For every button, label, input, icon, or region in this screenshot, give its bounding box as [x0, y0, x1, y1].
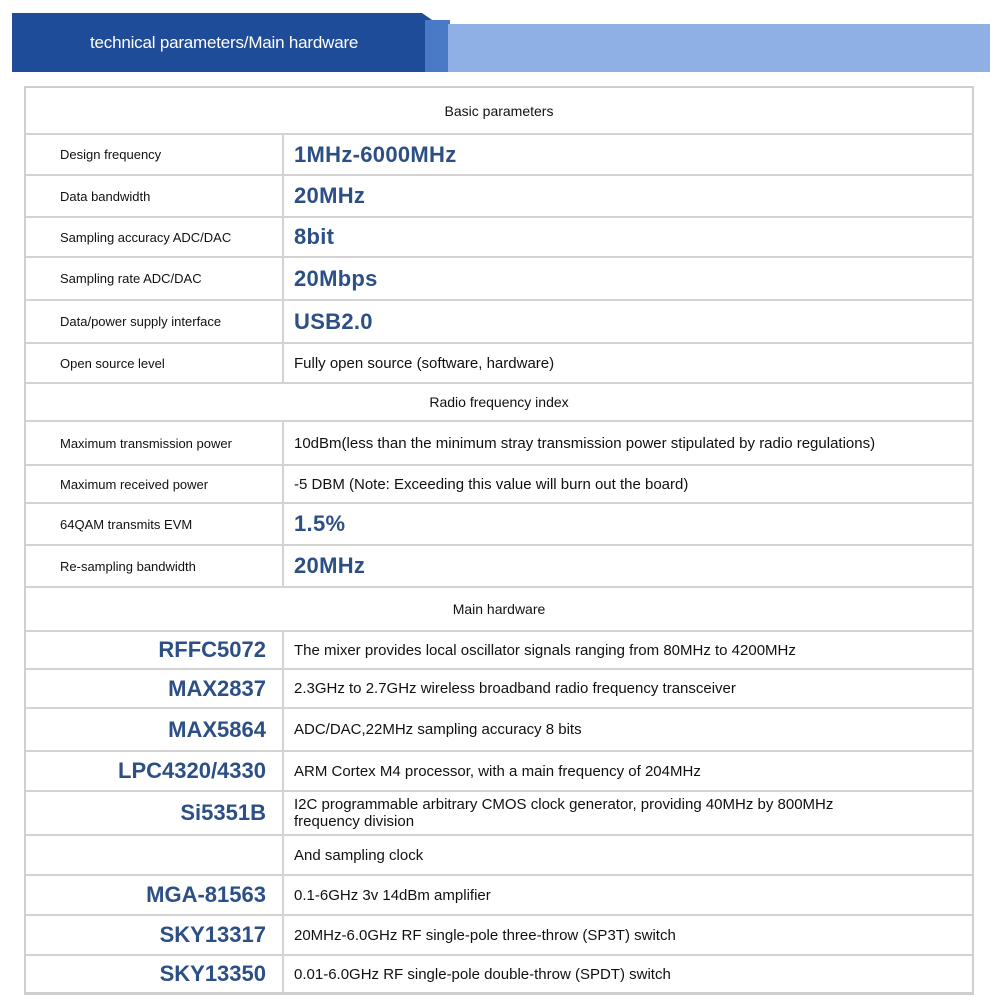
component-description: 20MHz-6.0GHz RF single-pole three-throw … — [294, 926, 676, 944]
section-header: Radio frequency index — [26, 382, 972, 420]
component-description: 0.1-6GHz 3v 14dBm amplifier — [294, 886, 491, 904]
parameter-label: Maximum received power — [26, 466, 284, 502]
hardware-row: MGA-81563 0.1-6GHz 3v 14dBm amplifier — [26, 874, 972, 914]
parameter-label: Data bandwidth — [26, 176, 284, 216]
parameter-row: Data bandwidth 20MHz — [26, 174, 972, 216]
parameter-value: 10dBm(less than the minimum stray transm… — [294, 434, 876, 452]
parameter-label: Sampling accuracy ADC/DAC — [26, 218, 284, 256]
hardware-row: SKY13317 20MHz-6.0GHz RF single-pole thre… — [26, 914, 972, 954]
component-name: SKY13317 — [26, 916, 284, 954]
parameter-row: Sampling accuracy ADC/DAC 8bit — [26, 216, 972, 256]
section-header: Basic parameters — [444, 102, 554, 119]
hardware-row: MAX5864 ADC/DAC,22MHz sampling accuracy 8… — [26, 707, 972, 750]
parameter-label: Maximum transmission power — [26, 422, 284, 464]
header-light-band — [448, 24, 990, 72]
parameter-row: Design frequency 1MHz-6000MHz — [26, 133, 972, 174]
parameter-value: -5 DBM (Note: Exceeding this value will … — [294, 475, 689, 493]
component-name: Si5351B — [26, 792, 284, 834]
component-description: ADC/DAC,22MHz sampling accuracy 8 bits — [294, 721, 582, 738]
parameter-row: Re-sampling bandwidth 20MHz — [26, 544, 972, 586]
spec-table: Basic parameters Design frequency 1MHz-600… — [24, 86, 974, 995]
parameter-value: USB2.0 — [294, 308, 373, 334]
parameter-value: 20MHz — [294, 553, 366, 578]
parameter-label: Design frequency — [26, 135, 284, 174]
parameter-label: Re-sampling bandwidth — [26, 546, 284, 586]
parameter-value: 1MHz-6000MHz — [294, 141, 457, 167]
component-name: RFFC5072 — [26, 632, 284, 668]
page-title: technical parameters/Main hardware — [90, 33, 359, 52]
parameter-row: Data/power supply interface USB2.0 — [26, 299, 972, 342]
parameter-label: 64QAM transmits EVM — [26, 504, 284, 544]
parameter-row: 64QAM transmits EVM 1.5% — [26, 502, 972, 544]
component-description: 0.01-6.0GHz RF single-pole double-throw … — [294, 965, 671, 983]
component-name: SKY13350 — [26, 956, 284, 992]
section-header: Main hardware — [26, 586, 972, 630]
parameter-value: 1.5% — [294, 511, 346, 536]
parameter-value: 20Mbps — [294, 265, 378, 291]
hardware-row: MAX2837 2.3GHz to 2.7GHz wireless broadba… — [26, 668, 972, 707]
parameter-value: Fully open source (software, hardware) — [294, 354, 555, 372]
component-description: I2C programmable arbitrary CMOS clock ge… — [294, 796, 834, 830]
component-description: 2.3GHz to 2.7GHz wireless broadband radi… — [294, 680, 736, 697]
component-name: MAX5864 — [26, 709, 284, 750]
component-description: And sampling clock — [294, 846, 424, 864]
parameter-label: Sampling rate ADC/DAC — [26, 258, 284, 299]
component-description: The mixer provides local oscillator sign… — [294, 641, 796, 659]
hardware-row: RFFC5072 The mixer provides local oscilla… — [26, 630, 972, 668]
hardware-row: SKY13350 0.01-6.0GHz RF single-pole doubl… — [26, 954, 972, 992]
hardware-row: LPC4320/4330 ARM Cortex M4 processor, wit… — [26, 750, 972, 790]
component-name: MAX2837 — [26, 670, 284, 707]
parameter-row: Sampling rate ADC/DAC 20Mbps — [26, 256, 972, 299]
component-name — [26, 836, 284, 874]
hardware-row: And sampling clock — [26, 834, 972, 874]
parameter-value: 20MHz — [294, 183, 366, 208]
header-fold — [425, 20, 450, 72]
parameter-label: Data/power supply interface — [26, 301, 284, 342]
header-dark-band — [12, 13, 432, 72]
parameter-row: Maximum received power -5 DBM (Note: Exce… — [26, 464, 972, 502]
component-name: MGA-81563 — [26, 876, 284, 914]
parameter-row: Open source level Fully open source (soft… — [26, 342, 972, 382]
hardware-row: Si5351B I2C programmable arbitrary CMOS c… — [26, 790, 972, 834]
parameter-value: 8bit — [294, 224, 335, 249]
parameter-label: Open source level — [26, 344, 284, 382]
parameter-row: Maximum transmission power 10dBm(less tha… — [26, 420, 972, 464]
component-name: LPC4320/4330 — [26, 752, 284, 790]
component-description: ARM Cortex M4 processor, with a main fre… — [294, 762, 701, 780]
